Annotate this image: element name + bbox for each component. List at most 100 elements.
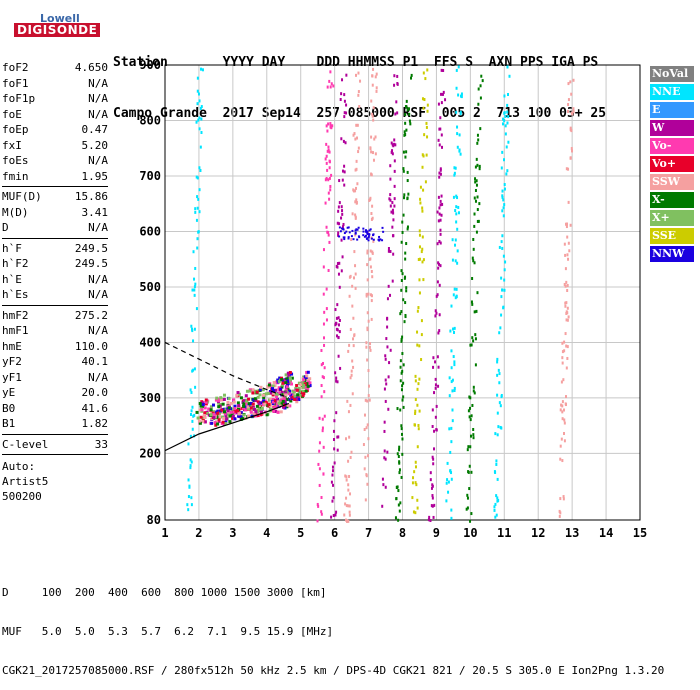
trace-dot <box>259 412 263 416</box>
param-value: N/A <box>88 370 108 384</box>
param-label: hmE <box>2 339 22 353</box>
trace-dot <box>201 419 205 423</box>
trace-dot <box>276 378 280 382</box>
echo-dot <box>496 360 499 364</box>
echo-dot <box>503 268 506 272</box>
echo-dot <box>329 85 332 89</box>
echo-dot <box>457 93 460 97</box>
echo-dot <box>438 143 441 147</box>
param-separator <box>2 304 108 306</box>
trace-dot <box>305 370 309 374</box>
trace-dot <box>226 410 230 414</box>
echo-dot <box>416 330 419 334</box>
echo-dot <box>344 518 347 522</box>
footer-info: D 100 200 400 600 800 1000 1500 3000 [km… <box>2 560 664 690</box>
echo-dot <box>192 414 195 418</box>
param-row: foF1 N/A <box>2 76 108 92</box>
echo-dot <box>563 349 566 353</box>
trace-dot <box>203 416 207 420</box>
trace-dot <box>199 415 203 419</box>
footer-file-info: CGK21_2017257085000.RSF / 280fx512h 50 k… <box>2 664 665 677</box>
legend-item-x: X- <box>650 192 694 208</box>
echo-dot <box>389 249 392 253</box>
echo-dot <box>389 193 392 197</box>
echo-dot <box>494 432 497 436</box>
echo-dot <box>565 366 568 370</box>
trace-dot <box>303 382 307 386</box>
trace-dot <box>217 418 221 422</box>
echo-dot <box>440 68 443 72</box>
echo-dot <box>478 167 481 171</box>
echo-dot <box>477 102 480 106</box>
echo-dot <box>438 313 441 317</box>
echo-dot <box>365 292 368 296</box>
digisonde-logo: Lowell DIGISONDE <box>4 12 104 52</box>
trace-dot <box>214 423 218 427</box>
echo-dot <box>353 250 356 254</box>
echo-dot <box>321 375 324 379</box>
echo-dot <box>504 124 507 128</box>
echo-dot <box>499 326 502 330</box>
trace-dot <box>248 403 252 407</box>
param-value: 41.6 <box>81 401 109 415</box>
echo-dot <box>345 103 348 107</box>
echo-dot <box>566 318 569 322</box>
y-tick-label: 80 <box>147 513 161 527</box>
echo-dot <box>396 82 399 86</box>
echo-dot <box>502 122 505 126</box>
echo-dot <box>347 519 350 523</box>
echo-dot <box>426 135 429 139</box>
echo-dot <box>364 498 367 502</box>
trace-dot <box>289 399 293 403</box>
echo-dot <box>503 278 506 282</box>
echo-dot <box>352 188 355 192</box>
echo-dot <box>371 216 374 220</box>
echo-dot <box>354 215 357 219</box>
echo-dot <box>194 207 197 211</box>
echo-dot <box>393 159 396 163</box>
echo-dot <box>378 239 381 242</box>
echo-dot <box>479 127 482 131</box>
trace-dot <box>252 408 256 412</box>
echo-dot <box>342 222 345 226</box>
x-tick-label: 8 <box>399 526 406 540</box>
echo-dot <box>342 228 345 231</box>
echo-dot <box>476 195 479 199</box>
trace-dot <box>237 392 241 396</box>
echo-dot <box>454 166 457 170</box>
echo-dot <box>381 504 384 508</box>
echo-dot <box>451 419 454 423</box>
trace-dot <box>280 390 284 394</box>
echo-dot <box>420 319 423 323</box>
echo-dot <box>366 311 369 315</box>
echo-dot <box>327 178 330 182</box>
echo-dot <box>435 404 438 408</box>
echo-dot <box>197 197 200 201</box>
echo-dot <box>200 117 203 121</box>
echo-dot <box>434 383 437 387</box>
echo-dot <box>414 409 417 413</box>
echo-dot <box>365 237 368 240</box>
legend-item-vo: Vo- <box>650 138 694 154</box>
echo-dot <box>390 141 393 145</box>
trace-dot <box>270 387 274 391</box>
param-row: foF2 4.650 <box>2 60 108 76</box>
echo-dot <box>401 272 404 276</box>
echo-dot <box>401 398 404 402</box>
echo-dot <box>400 310 403 314</box>
echo-dot <box>570 92 573 96</box>
echo-dot <box>375 86 378 90</box>
echo-dot <box>567 103 570 107</box>
param-value: N/A <box>88 288 108 301</box>
echo-dot <box>347 483 350 487</box>
echo-dot <box>193 285 196 289</box>
echo-dot <box>569 128 572 132</box>
footer-muf: MUF 5.0 5.0 5.3 5.7 6.2 7.1 9.5 15.9 [MH… <box>2 625 334 638</box>
echo-dot <box>497 425 500 429</box>
echo-dot <box>369 198 372 202</box>
echo-dot <box>355 201 358 205</box>
trace-dot <box>224 420 228 424</box>
echo-dot <box>503 288 506 292</box>
echo-dot <box>370 237 373 240</box>
echo-dot <box>363 235 366 238</box>
